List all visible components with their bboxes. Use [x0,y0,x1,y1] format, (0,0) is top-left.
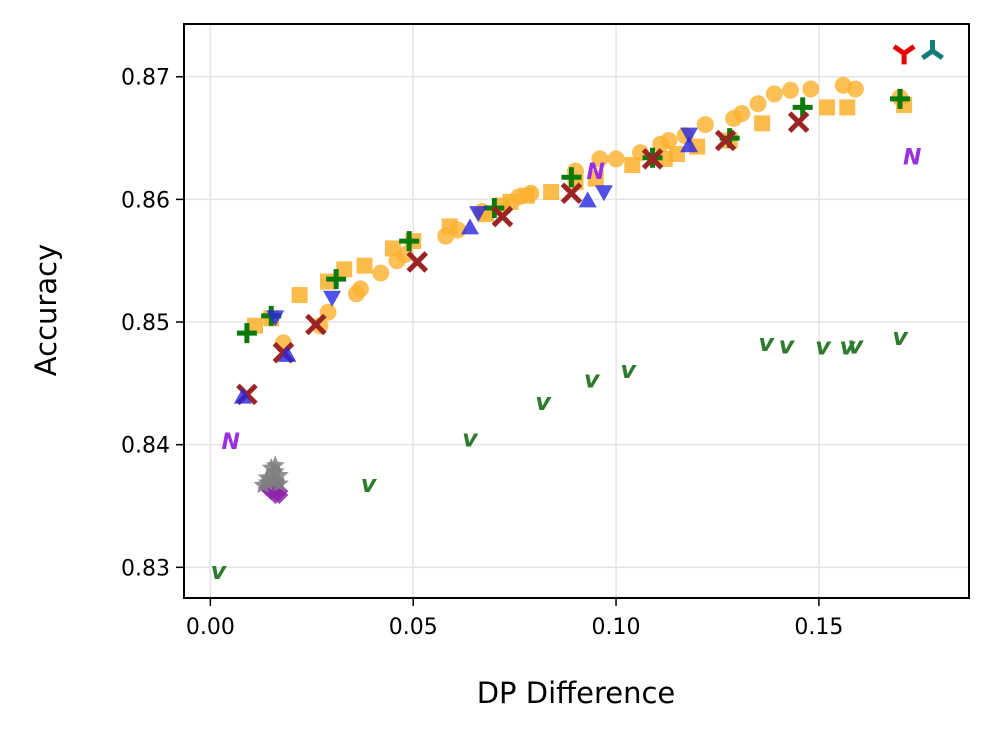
orange-square-point [754,115,771,132]
y-axis-label: Accuracy [29,244,63,376]
orange-square-point [518,187,535,204]
brown-x-point [787,111,810,133]
orange-square-point [246,317,263,334]
orange-circle-point [696,116,714,134]
orange-square-point [502,193,519,210]
blue-triangle-up-point [461,218,480,235]
green-plus-point [326,269,347,290]
purple-n-point: N [587,160,605,185]
green-plus-point [399,231,420,252]
plot-frame [183,23,970,599]
red-tri-down-point [892,44,916,65]
y-tick-label: 0.85 [121,311,170,336]
purple-n-point: N [221,430,239,455]
green-v-point: v [462,425,479,453]
green-v-point: v [584,366,601,394]
green-v-point: v [815,333,832,361]
blue-triangle-down-point [680,127,699,144]
orange-circle-point [846,80,864,98]
green-v-point: v [211,557,228,585]
blue-triangle-down-point [323,290,342,307]
orange-circle-point [781,81,799,99]
orange-square-point [384,240,401,257]
green-plus-point [561,167,582,188]
orange-circle-point [591,150,609,168]
green-plus-point [890,88,911,109]
x-axis-ticks: 0.00 0.05 0.10 0.15 [186,598,843,640]
green-plus-point [792,97,813,118]
y-tick-label: 0.86 [121,188,170,213]
purple-n-point: N [903,145,921,170]
orange-square-point [656,150,673,167]
blue-triangle-down-point [266,310,285,327]
orange-circle-point [802,80,820,98]
green-v-point: v [361,470,378,498]
orange-circle-point [607,150,625,168]
orange-square-point [356,257,373,274]
orange-square-point [291,287,308,304]
gray-star-point [253,475,273,494]
blue-triangle-down-point [469,206,488,223]
x-tick-label: 0.10 [592,615,641,640]
orange-square-point [587,170,604,187]
y-tick-label: 0.84 [121,434,170,459]
blue-triangle-up-point [578,191,597,208]
blue-triangle-up-point [680,136,699,153]
x-tick-label: 0.15 [794,615,843,640]
orange-circle-point [749,95,767,113]
green-v-point: v [779,331,796,359]
brown-x-point [305,313,327,336]
y-tick-label: 0.83 [121,556,170,581]
blue-triangle-down-point [594,185,613,202]
x-tick-label: 0.00 [186,615,235,640]
blue-triangle-up-point [278,345,297,362]
green-v-point: v [758,329,775,357]
grid-lines [184,24,969,598]
x-axis-label: DP Difference [477,676,676,710]
green-v-point: v [620,356,637,384]
orange-square-point [441,218,458,235]
orange-square-point [336,261,353,278]
orange-circle-point [372,264,390,282]
brown-x-point [406,251,429,273]
brown-x-point [560,182,583,205]
gray-star-point [269,473,289,492]
orange-circle-point [660,132,678,150]
green-v-point: v [535,388,552,416]
brown-x-point [641,148,664,170]
green-v-point: v [839,333,856,361]
brown-x-point [714,129,737,152]
orange-square-point [819,99,836,116]
orange-square-point [624,157,641,174]
orange-circle-point [733,105,751,123]
y-axis-ticks: 0.83 0.84 0.85 0.86 0.87 [121,66,184,581]
gray-star-point [265,455,285,474]
blue-triangle-up-point [233,387,252,404]
orange-circle-point [765,85,783,103]
y-tick-label: 0.87 [121,66,170,91]
orange-circle-point [351,280,369,298]
teal-tri-up-point [921,39,944,61]
orange-square-point [543,184,560,201]
x-tick-label: 0.05 [389,615,438,640]
orange-square-point [668,146,685,163]
green-plus-point [236,323,257,344]
brown-x-point [491,205,514,228]
green-v-point: v [848,331,865,359]
orange-square-point [839,99,856,116]
green-v-point: v [892,323,909,351]
